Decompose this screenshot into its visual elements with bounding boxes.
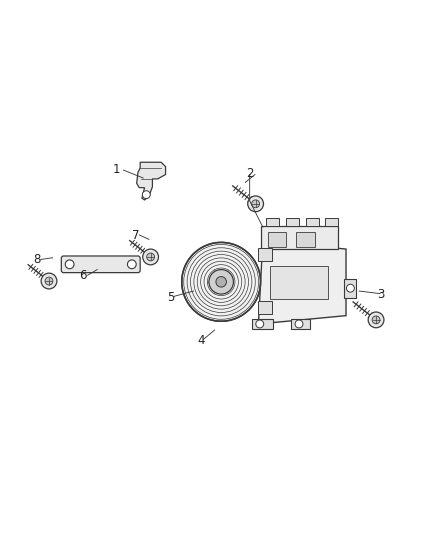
Text: 8: 8 xyxy=(34,253,41,266)
Circle shape xyxy=(252,200,260,208)
FancyBboxPatch shape xyxy=(266,217,279,227)
Circle shape xyxy=(45,277,53,285)
Circle shape xyxy=(248,196,264,212)
Circle shape xyxy=(142,191,150,199)
Circle shape xyxy=(143,249,159,265)
Polygon shape xyxy=(261,227,339,249)
Text: 5: 5 xyxy=(167,290,174,304)
Text: 3: 3 xyxy=(378,288,385,302)
Text: 7: 7 xyxy=(132,229,140,243)
Circle shape xyxy=(346,284,354,292)
FancyBboxPatch shape xyxy=(268,231,286,247)
Polygon shape xyxy=(344,279,356,298)
FancyBboxPatch shape xyxy=(61,256,140,273)
Polygon shape xyxy=(258,301,272,314)
FancyBboxPatch shape xyxy=(286,217,299,227)
Text: 2: 2 xyxy=(246,167,254,180)
Polygon shape xyxy=(137,162,166,200)
Circle shape xyxy=(295,320,303,328)
Text: 6: 6 xyxy=(79,269,87,282)
Polygon shape xyxy=(258,248,272,261)
Circle shape xyxy=(216,277,226,287)
Polygon shape xyxy=(252,319,273,329)
Polygon shape xyxy=(270,266,328,299)
Text: 1: 1 xyxy=(112,163,120,176)
Circle shape xyxy=(256,320,264,328)
Circle shape xyxy=(368,312,384,328)
Text: 4: 4 xyxy=(198,335,205,348)
FancyBboxPatch shape xyxy=(296,231,314,247)
FancyBboxPatch shape xyxy=(325,217,339,227)
Circle shape xyxy=(127,260,136,269)
FancyBboxPatch shape xyxy=(305,217,318,227)
Circle shape xyxy=(147,253,155,261)
Circle shape xyxy=(41,273,57,289)
Polygon shape xyxy=(258,241,346,324)
Circle shape xyxy=(209,270,233,294)
Circle shape xyxy=(182,243,261,321)
Circle shape xyxy=(65,260,74,269)
Circle shape xyxy=(372,316,380,324)
Polygon shape xyxy=(291,319,310,329)
